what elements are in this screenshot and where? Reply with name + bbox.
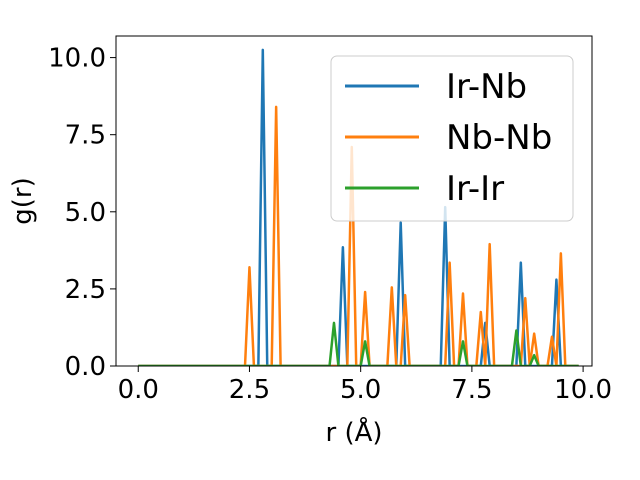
x-axis-label: r (Å): [325, 416, 382, 448]
x-tick-label: 10.0: [554, 375, 612, 405]
y-tick-label: 2.5: [65, 275, 106, 305]
x-tick-label: 2.5: [229, 375, 270, 405]
y-tick-label: 5.0: [65, 198, 106, 228]
series-line-ir-ir: [138, 321, 579, 366]
series-line-nb-nb: [138, 105, 579, 366]
legend-label-ir-ir: Ir-Ir: [446, 169, 504, 209]
x-axis-ticks: 0.0 2.5 5.0 7.5 10.0: [118, 366, 612, 405]
y-tick-label: 7.5: [65, 121, 106, 151]
legend-entries: Ir-Nb Nb-Nb Ir-Ir: [345, 67, 552, 209]
x-tick-label: 0.0: [118, 375, 159, 405]
x-tick-label: 5.0: [340, 375, 381, 405]
legend-label-ir-nb: Ir-Nb: [446, 67, 527, 107]
legend-frame: [330, 55, 574, 222]
y-axis-ticks: 0.0 2.5 5.0 7.5 10.0: [48, 44, 116, 382]
legend-label-nb-nb: Nb-Nb: [446, 118, 552, 158]
y-tick-label: 10.0: [48, 44, 106, 74]
plot-frame: [115, 35, 593, 367]
x-tick-label: 7.5: [451, 375, 492, 405]
y-tick-label: 0.0: [65, 352, 106, 382]
legend: Ir-Nb Nb-Nb Ir-Ir: [330, 55, 574, 222]
y-axis-label: g(r): [8, 177, 38, 224]
